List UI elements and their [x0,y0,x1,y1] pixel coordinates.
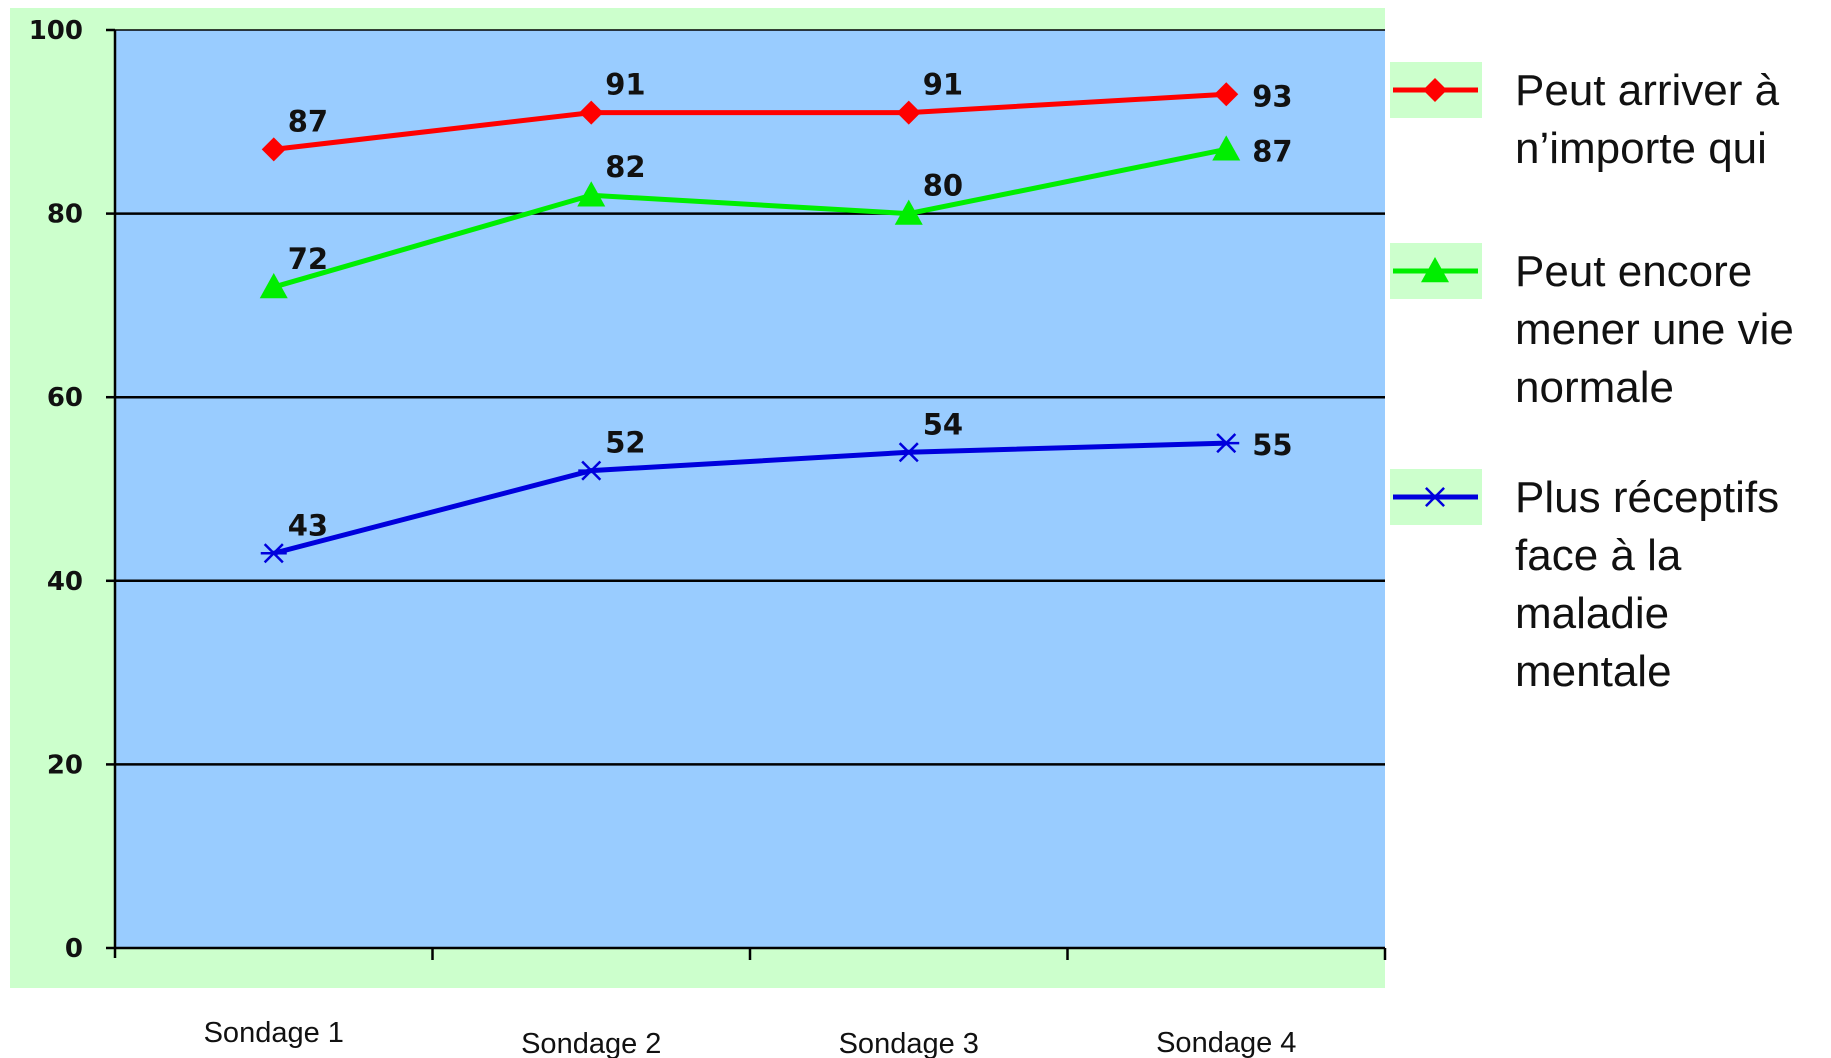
data-label-s2-p1: 72 [288,242,328,276]
legend-label-3-line-3: maladie [1515,589,1669,638]
grid-lines [115,212,1385,766]
series-3-point-2 [578,460,605,481]
legend-label-1-line-1: Peut arriver à [1515,66,1780,115]
data-label-s1-p1: 87 [288,104,328,138]
series-2-point-3 [894,199,923,225]
legend-label-3-line-2: face à la [1515,531,1682,580]
data-label-s1-p4: 93 [1252,79,1292,113]
series-1-point-1 [261,137,286,162]
series-2-point-1 [259,273,288,299]
series-3-point-1 [260,543,287,564]
legend-marker-1 [1423,78,1447,102]
x-category-label-3: Sondage 3 [839,1028,979,1058]
y-tick-label-100: 100 [29,16,83,46]
series-1-point-2 [579,100,604,125]
series-2-point-4 [1212,135,1241,161]
data-label-s2-p2: 82 [605,150,645,184]
series-line-1 [273,91,1227,152]
series-3-point-4 [1213,433,1240,454]
series-line-3 [273,440,1227,556]
y-tick-label-60: 60 [47,383,83,413]
data-label-s1-p3: 91 [923,68,963,102]
plot-area [115,30,1385,948]
data-label-s3-p4: 55 [1252,428,1292,462]
series-layer [259,82,1241,564]
y-tick-label-0: 0 [65,934,83,964]
legend-label-3-line-1: Plus réceptifs [1515,473,1779,522]
legend-marker-3 [1422,487,1448,507]
data-label-s1-p2: 91 [605,68,645,102]
legend-label-1-line-2: n’importe qui [1515,124,1767,173]
legend-label-2-line-3: normale [1515,363,1674,412]
series-line-2 [273,146,1227,290]
legend-label-2-line-2: mener une vie [1515,305,1794,354]
legend-marker-2 [1421,257,1449,283]
x-category-label-2: Sondage 2 [521,1028,661,1058]
legend-label-3-line-4: mentale [1515,647,1672,696]
y-tick-label-40: 40 [47,567,83,597]
data-label-s3-p1: 43 [288,508,328,542]
y-tick-label-20: 20 [47,750,83,780]
legend-label-2-line-1: Peut encore [1515,247,1752,296]
series-2-point-2 [577,181,606,207]
data-labels: 87 91 91 93 72 82 80 87 43 52 54 55 [288,68,1293,543]
y-tick-label-80: 80 [47,200,83,230]
x-category-label-1: Sondage 1 [204,1017,344,1049]
series-3-point-3 [895,442,922,463]
data-label-s2-p3: 80 [923,169,963,203]
axes: 0 20 40 60 80 100 Sondage 1 Sondage 2 Sondage 3 S… [29,16,1387,1058]
legend: Peut arriver à n’importe qui Peut encore me… [1390,62,1794,696]
data-label-s3-p3: 54 [923,407,963,441]
data-label-s3-p2: 52 [605,426,645,460]
series-1-point-3 [896,100,921,125]
data-label-s2-p4: 87 [1252,134,1292,168]
series-1-point-4 [1214,82,1239,107]
x-category-label-4: Sondage 4 [1156,1027,1296,1058]
